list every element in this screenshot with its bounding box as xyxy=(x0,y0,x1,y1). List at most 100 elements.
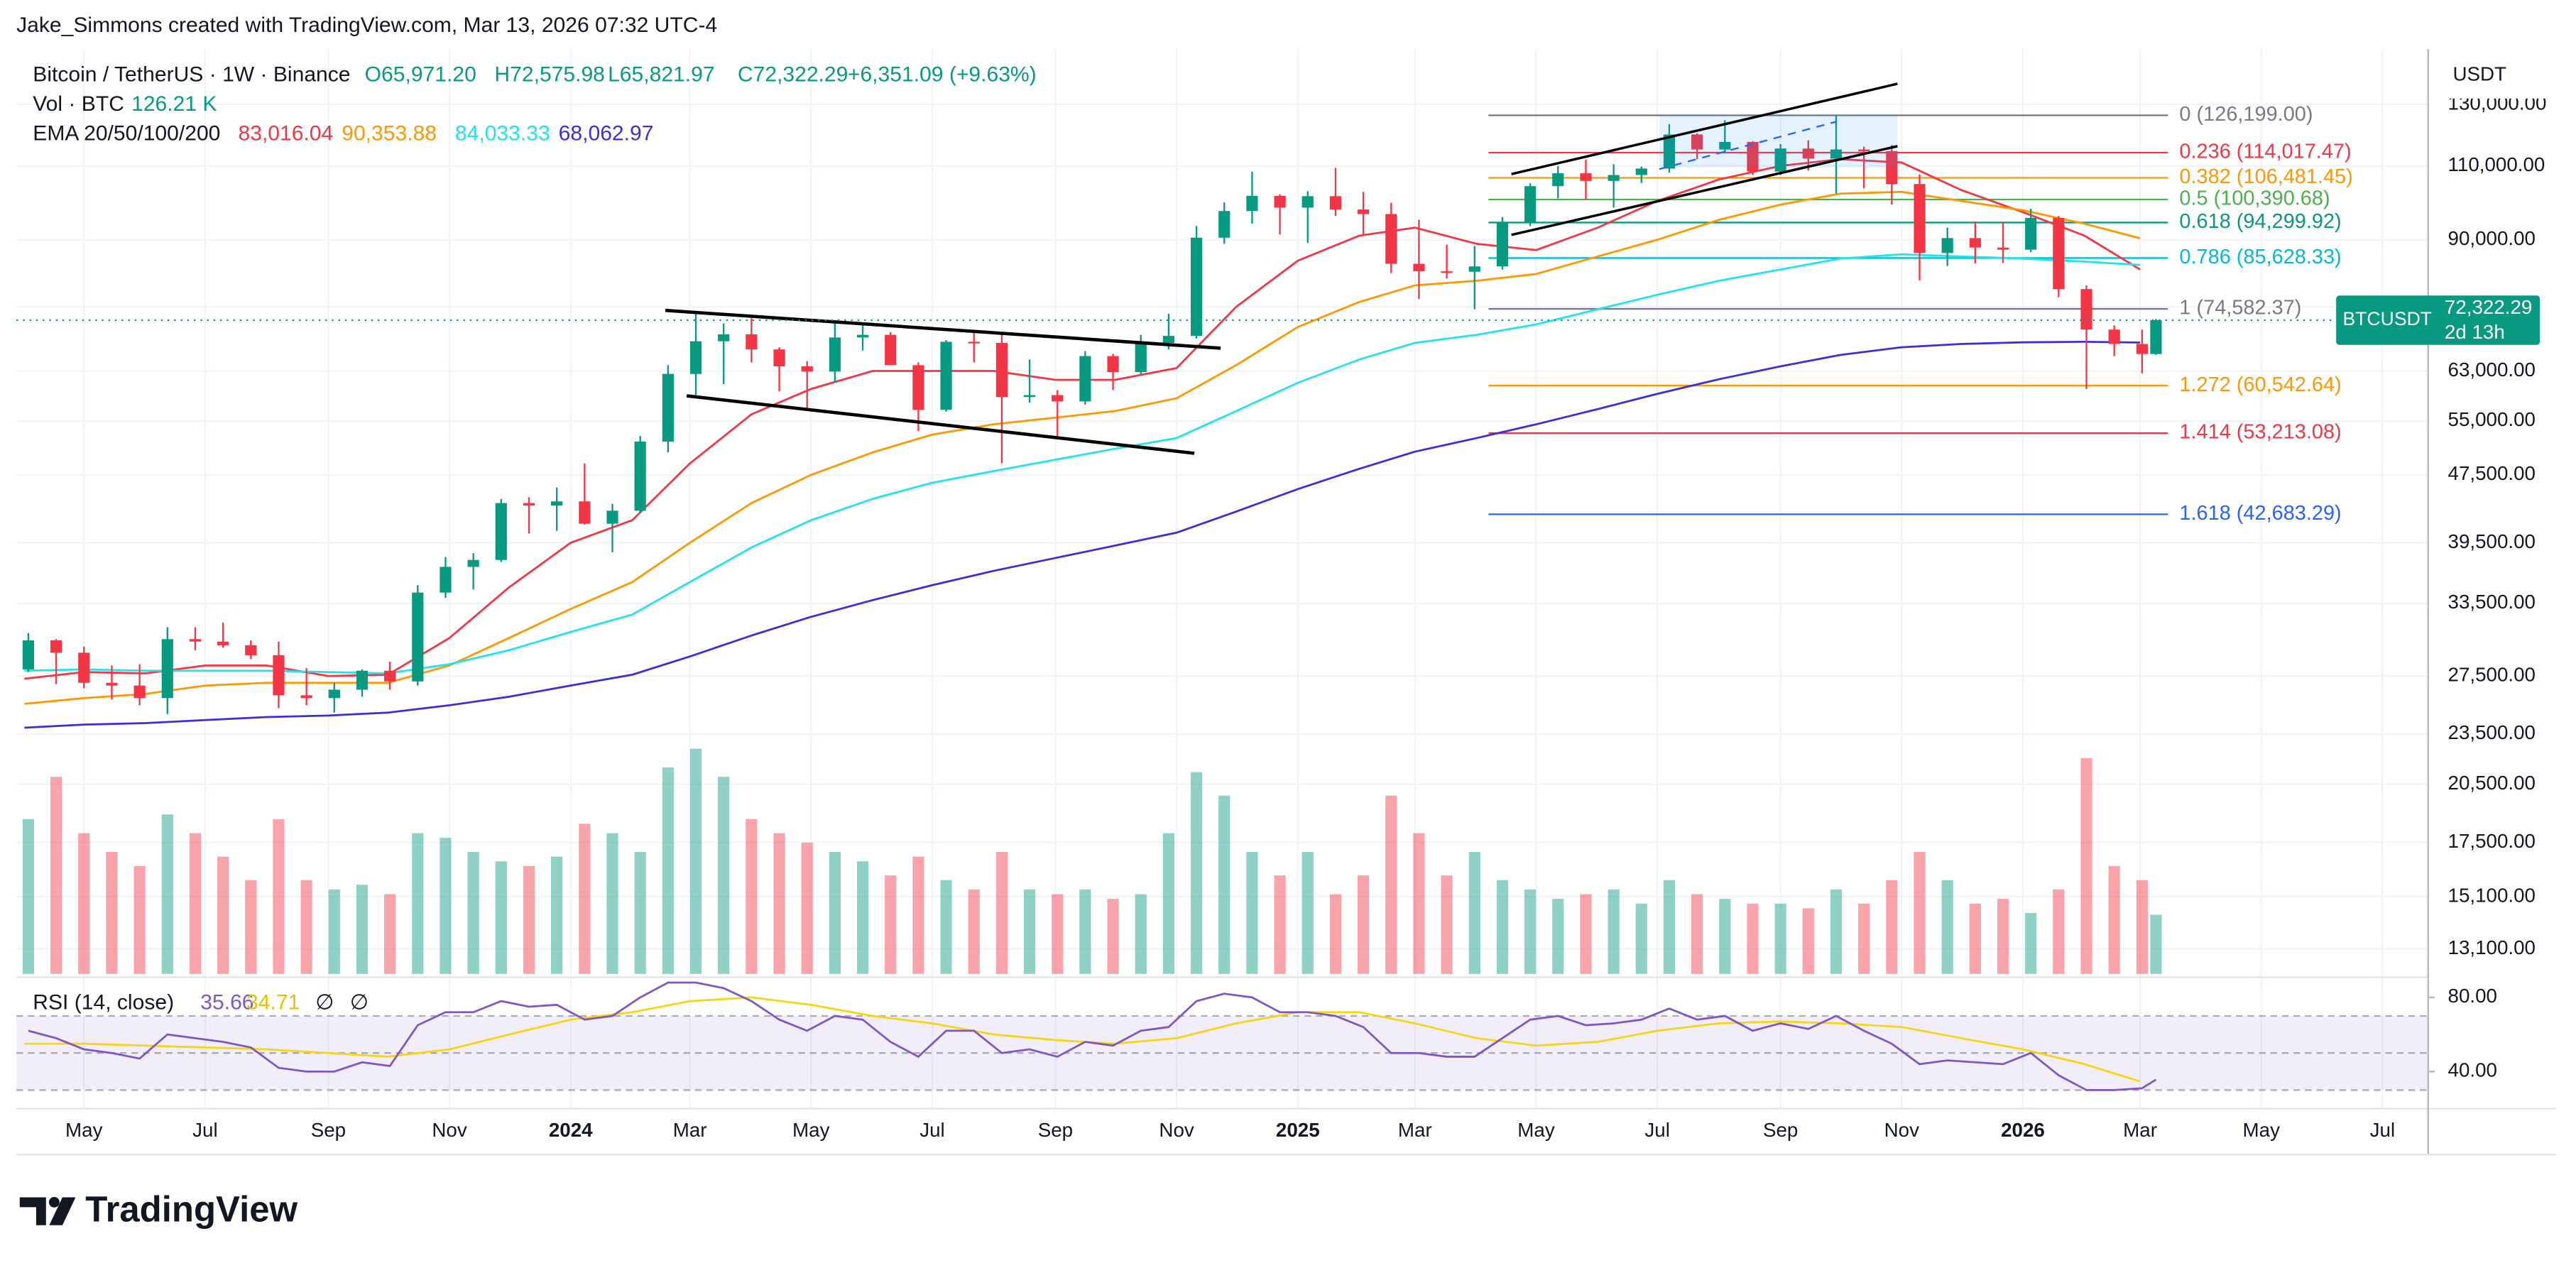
y-tick-label: 17,500.00 xyxy=(2448,830,2536,852)
candle-body xyxy=(1301,196,1314,208)
x-tick-label: Sep xyxy=(1763,1119,1798,1141)
volume-bar xyxy=(856,861,869,974)
x-tick-label: Mar xyxy=(673,1119,707,1141)
currency-box xyxy=(2431,49,2557,99)
price-tag-countdown: 2d 13h xyxy=(2445,321,2505,343)
fibonacci: 0 (126,199.00) 0.236 (114,017.47)0.382 (1… xyxy=(1488,103,2353,525)
volume-bar xyxy=(1218,795,1230,974)
x-tick-label: Jul xyxy=(192,1119,217,1141)
candle-body xyxy=(1997,247,2009,250)
volume-bar xyxy=(634,851,646,974)
volume-value: 126.21 K xyxy=(131,92,217,116)
candle-body xyxy=(1747,141,1759,172)
volume-bar xyxy=(523,865,535,974)
x-tick-label: Sep xyxy=(1038,1119,1073,1141)
volume-bar xyxy=(968,889,980,974)
fib-label: 0.786 (85,628.33) xyxy=(2179,246,2341,268)
volume-bar xyxy=(1079,889,1091,974)
price-tag-value: 72,322.29 xyxy=(2445,296,2532,318)
y-tick-label: 23,500.00 xyxy=(2448,721,2536,743)
volume-bar xyxy=(300,880,312,974)
volume-bar xyxy=(995,851,1008,974)
volume-bar xyxy=(2053,889,2065,974)
rsi-value: 35.66 xyxy=(200,990,253,1014)
volume-bar xyxy=(551,856,563,974)
candle-body xyxy=(133,685,146,699)
candle-body xyxy=(1969,238,1981,248)
volume-bar xyxy=(912,856,924,974)
volume-bar xyxy=(2136,880,2148,974)
x-tick-label: Nov xyxy=(432,1119,466,1141)
ema-legend-value: 83,016.04 xyxy=(238,122,333,146)
volume xyxy=(22,748,2162,974)
change: +6,351.09 (+9.63%) xyxy=(848,62,1037,86)
range-box xyxy=(1659,114,1898,168)
volume-bar xyxy=(1941,880,1953,974)
volume-bar xyxy=(217,856,229,974)
y-tick-label: 47,500.00 xyxy=(2448,462,2536,484)
ohlc: O65,971.20 xyxy=(365,62,476,86)
volume-bar xyxy=(829,851,841,974)
fib-label: 0 (126,199.00) xyxy=(2179,103,2313,126)
volume-bar xyxy=(1358,875,1370,974)
candle-body xyxy=(78,652,90,683)
volume-bar xyxy=(1663,880,1676,974)
candle-body xyxy=(1802,148,1814,159)
volume-bar xyxy=(273,819,285,974)
ema-line xyxy=(24,253,2141,674)
candle-body xyxy=(1385,214,1397,264)
rsi-title: RSI (14, close) xyxy=(33,990,174,1014)
candle-body xyxy=(1079,356,1091,402)
volume-bar xyxy=(189,833,202,974)
volume-bar xyxy=(1524,889,1537,974)
candle-body xyxy=(912,365,924,410)
candle-body xyxy=(1246,195,1258,212)
volume-bar xyxy=(1246,851,1258,974)
fib-label: 1.414 (53,213.08) xyxy=(2179,421,2341,444)
volume-bar xyxy=(1747,903,1759,974)
volume-bar xyxy=(1301,851,1314,974)
volume-bar xyxy=(467,851,479,974)
candle-body xyxy=(1719,141,1731,150)
volume-bar xyxy=(1413,833,1425,974)
candle-body xyxy=(273,655,285,696)
volume-bar xyxy=(885,875,897,974)
candle-body xyxy=(1774,148,1786,172)
x-tick-label: 2025 xyxy=(1276,1119,1320,1141)
candle-body xyxy=(1858,149,1870,151)
brand-logo: TradingView xyxy=(19,1189,298,1230)
y-tick-label: 27,500.00 xyxy=(2448,664,2536,686)
volume-bar xyxy=(440,838,452,974)
candle-body xyxy=(1914,184,1926,253)
volume-bar xyxy=(1914,851,1926,974)
candle-body xyxy=(885,334,897,366)
candle-body xyxy=(2136,344,2148,354)
ohlc: H72,575.98 xyxy=(494,62,604,86)
brand: TradingView xyxy=(85,1189,298,1230)
volume-bar xyxy=(1107,899,1119,974)
volume-bar xyxy=(133,865,146,974)
candle-body xyxy=(634,442,646,511)
x-tick-label: Nov xyxy=(1884,1119,1919,1141)
candle-body xyxy=(245,645,257,655)
volume-bar xyxy=(161,814,173,974)
frame xyxy=(16,49,2557,1156)
y-tick-label: 20,500.00 xyxy=(2448,772,2536,794)
drawings xyxy=(665,82,1898,455)
rsi-tick-label: 80.00 xyxy=(2448,985,2497,1007)
candles xyxy=(22,115,2162,714)
y-tick-label: 13,100.00 xyxy=(2448,936,2536,958)
candle-body xyxy=(2108,329,2120,344)
candle-body xyxy=(1413,263,1425,272)
candle-body xyxy=(579,501,591,524)
credit: Jake_Simmons created with TradingView.co… xyxy=(16,13,717,37)
x-tick-label: May xyxy=(792,1119,830,1141)
x-tick-label: Jul xyxy=(919,1119,944,1141)
volume-bar xyxy=(2025,912,2037,974)
trend-line xyxy=(686,394,1195,455)
volume-bar xyxy=(718,777,730,974)
candle-body xyxy=(689,341,702,374)
volume-bar xyxy=(773,833,785,974)
candle-body xyxy=(2025,217,2037,250)
candle-body xyxy=(606,510,618,524)
